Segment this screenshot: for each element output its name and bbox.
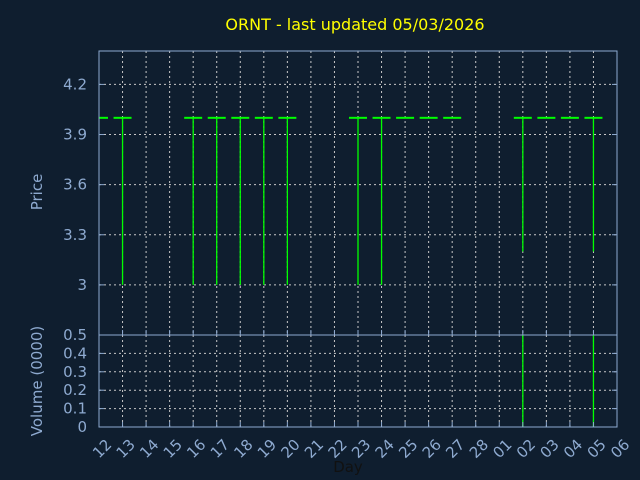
volume-tick-label: 0.3 [63,363,87,381]
price-tick-label: 3.6 [63,176,87,194]
x-tick-label: 16 [183,436,209,462]
x-tick-label: 15 [160,436,186,462]
x-tick-label: 06 [607,436,633,462]
price-tick-label: 3.9 [63,126,87,144]
x-tick-label: 05 [584,436,610,462]
volume-tick-label: 0.4 [63,344,87,362]
x-tick-label: 02 [513,436,539,462]
x-tick-label: 28 [466,436,492,462]
chart-title: ORNT - last updated 05/03/2026 [225,15,484,34]
x-tick-label: 18 [230,436,256,462]
x-tick-label: 13 [113,436,139,462]
x-axis-label: Day [333,458,363,476]
axes: 1213141516171819202122232425262728010203… [63,50,633,462]
price-tick-label: 4.2 [63,75,87,93]
x-tick-label: 01 [489,436,515,462]
x-tick-label: 24 [372,436,398,462]
price-tick-label: 3 [77,276,87,294]
price-tick-label: 3.3 [63,226,87,244]
bars [99,116,603,427]
x-tick-label: 04 [560,436,586,462]
volume-tick-label: 0.2 [63,381,87,399]
x-tick-label: 14 [136,436,162,462]
x-tick-label: 20 [277,436,303,462]
x-tick-label: 27 [442,436,468,462]
x-tick-label: 19 [254,436,280,462]
x-tick-label: 26 [419,436,445,462]
x-tick-label: 21 [301,436,327,462]
x-tick-label: 03 [536,436,562,462]
volume-tick-label: 0.5 [63,326,87,344]
volume-axis-label: Volume (0000) [28,326,46,436]
x-tick-label: 12 [89,436,115,462]
price-axis-label: Price [28,174,46,211]
x-tick-label: 25 [395,436,421,462]
volume-tick-label: 0 [77,418,87,436]
bar-group [99,116,603,427]
volume-panel-frame [98,334,618,428]
x-tick-label: 17 [207,436,233,462]
volume-tick-label: 0.1 [63,400,87,418]
